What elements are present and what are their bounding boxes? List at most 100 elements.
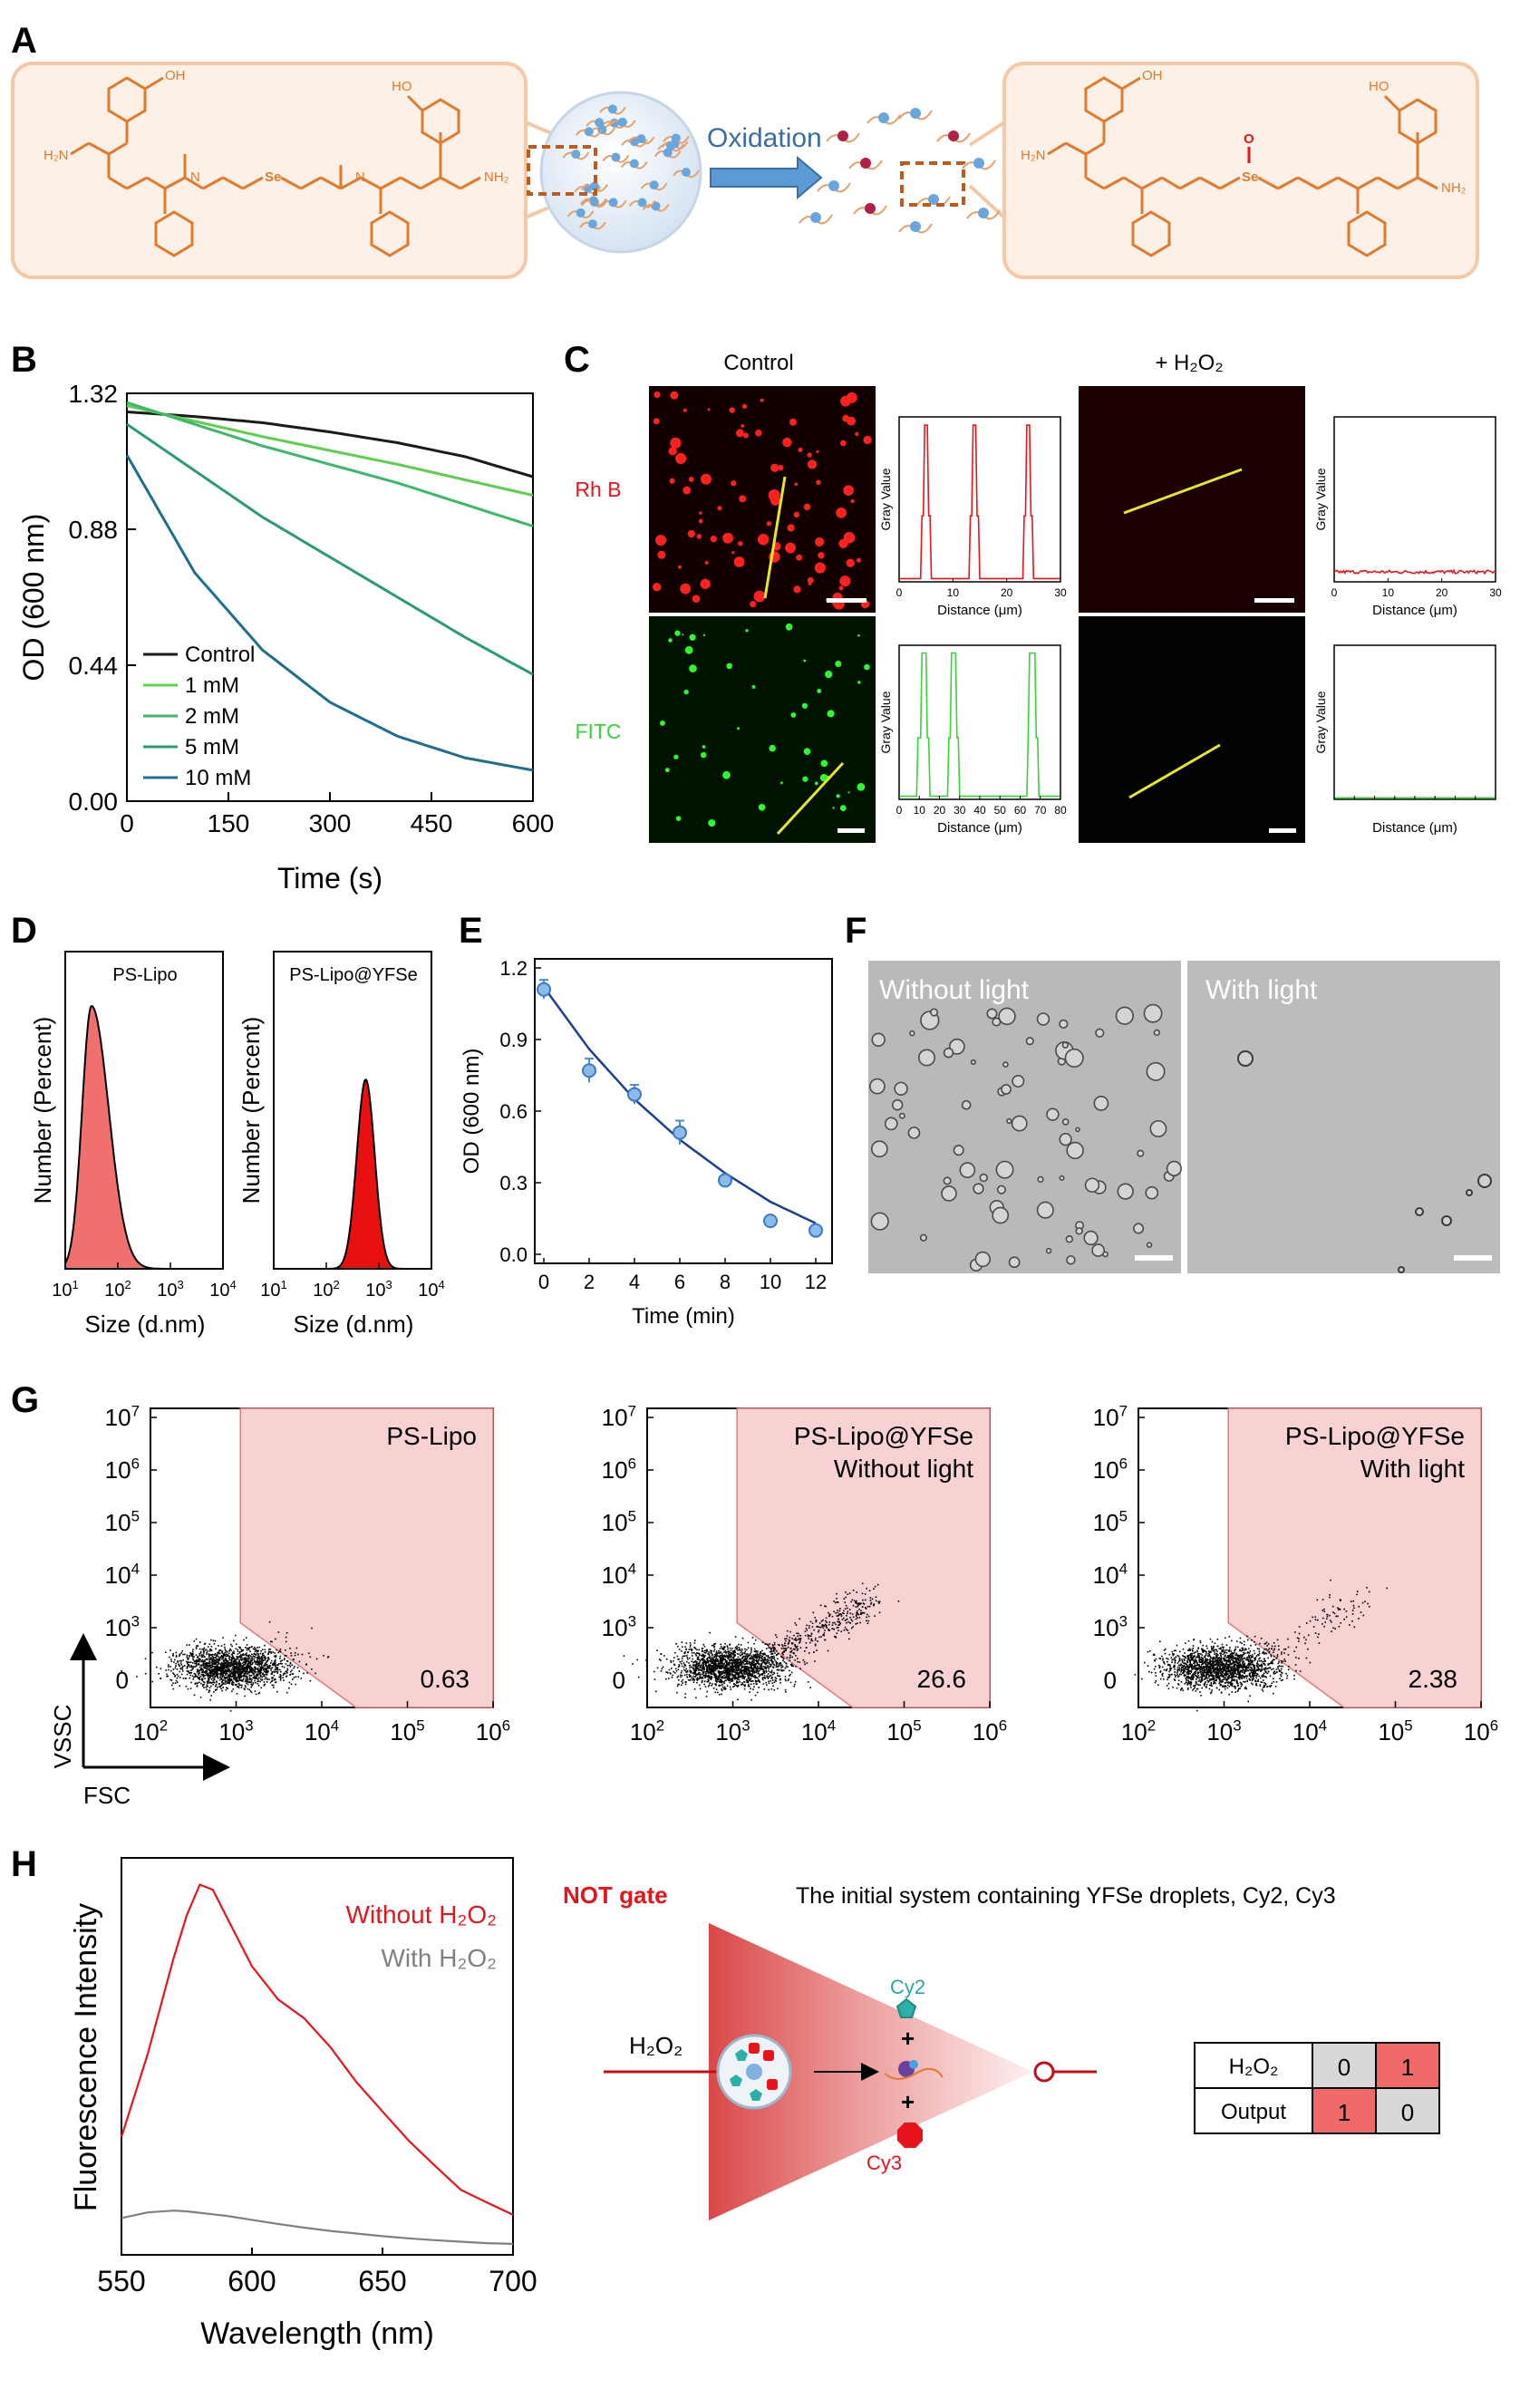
flow-event [1235, 1676, 1237, 1678]
droplet [953, 1145, 964, 1156]
flow-event [756, 1691, 759, 1694]
flow-event [196, 1671, 198, 1673]
flow-event [716, 1668, 718, 1669]
flow-event [168, 1664, 169, 1666]
flow-event [286, 1669, 289, 1671]
profile-frame [1333, 644, 1496, 800]
flow-event [698, 1661, 701, 1664]
flow-event [188, 1664, 190, 1666]
line-series-1-mM [126, 404, 534, 497]
flow-event [186, 1644, 188, 1646]
flow-event [637, 1676, 640, 1678]
droplet [1146, 1061, 1166, 1081]
flow-event [215, 1675, 218, 1677]
flow-event [749, 1671, 750, 1673]
flow-event-gated [779, 1662, 781, 1665]
rhb-droplet [704, 560, 709, 565]
flow-event [1282, 1678, 1283, 1681]
flow-event-gated [777, 1653, 779, 1656]
flow-event [213, 1681, 216, 1683]
flow-event-gated [848, 1592, 851, 1594]
flow-event [773, 1689, 776, 1691]
flow-event [214, 1662, 217, 1664]
flow-event [776, 1672, 779, 1675]
flow-event [282, 1677, 284, 1679]
flow-event [738, 1653, 741, 1656]
flow-event-gated [783, 1650, 785, 1652]
flow-event [243, 1661, 245, 1663]
flow-event [762, 1661, 765, 1664]
flow-event [780, 1669, 783, 1672]
flow-event-gated [833, 1600, 835, 1602]
flow-event [746, 1662, 748, 1664]
flow-event [708, 1668, 711, 1670]
flow-event [242, 1676, 245, 1678]
flow-event [240, 1672, 243, 1674]
flow-event [724, 1646, 726, 1648]
flow-event [181, 1649, 183, 1652]
flow-event [678, 1683, 680, 1686]
flow-event [260, 1668, 263, 1669]
fitc-droplet [675, 816, 682, 821]
flow-event [195, 1648, 198, 1649]
oxidized-node [928, 194, 939, 205]
flow-event [715, 1654, 718, 1656]
flow-event [734, 1659, 736, 1662]
flow-event [260, 1656, 263, 1659]
profile-tick-label: 70 [1034, 804, 1047, 817]
flow-event-gated [749, 1657, 751, 1659]
flow-event-gated [770, 1658, 772, 1660]
x-tick-label: 450 [411, 809, 453, 837]
flow-event [781, 1652, 783, 1655]
flow-event [715, 1684, 717, 1687]
flow-event [691, 1655, 693, 1657]
label-with-light: With light [1205, 975, 1318, 1005]
flow-event [1211, 1647, 1213, 1649]
droplet [1083, 1230, 1099, 1246]
flow-event [245, 1660, 247, 1662]
flow-event [265, 1658, 266, 1659]
fitc-droplet [660, 720, 665, 726]
flow-event [266, 1663, 268, 1666]
atom-h2n-left: H₂N [44, 148, 69, 163]
flow-event-gated [784, 1645, 787, 1647]
flow-event [219, 1649, 222, 1651]
flow-event [730, 1671, 731, 1673]
flow-event [286, 1668, 289, 1670]
col-label-h2o2: + H₂O₂ [1155, 351, 1223, 375]
flow-event [782, 1658, 785, 1660]
label-without-light: Without light [879, 975, 1030, 1005]
flow-event [213, 1669, 216, 1671]
flow-event [199, 1641, 201, 1643]
flow-event [749, 1653, 751, 1656]
flow-event [729, 1681, 731, 1684]
droplet [917, 1049, 935, 1067]
flow-event [733, 1651, 735, 1653]
flow-event [300, 1678, 303, 1679]
rhb-droplet [760, 398, 764, 402]
flow-event [673, 1657, 675, 1659]
flow-event [217, 1673, 219, 1675]
flow-event [720, 1678, 721, 1681]
flow-event-gated [763, 1670, 766, 1673]
flow-event-gated [861, 1582, 864, 1585]
flow-event [750, 1649, 752, 1651]
flow-event [748, 1654, 750, 1657]
flow-event [731, 1675, 734, 1677]
flow-event [200, 1673, 203, 1676]
flow-event [237, 1658, 239, 1660]
flow-event [242, 1671, 245, 1673]
flow-event [273, 1674, 276, 1677]
flow-event-gated [837, 1620, 838, 1623]
flow-event [1258, 1658, 1260, 1660]
flow-event-gated [828, 1623, 830, 1626]
flow-event [733, 1671, 736, 1673]
flow-event [233, 1666, 236, 1668]
flow-event [257, 1657, 259, 1659]
flow-event [1167, 1682, 1170, 1685]
flow-event [227, 1668, 229, 1669]
oxidized-node [973, 158, 984, 169]
flow-event [729, 1647, 731, 1649]
profile-tick-label: 20 [1001, 586, 1013, 599]
flow-event [165, 1669, 167, 1671]
